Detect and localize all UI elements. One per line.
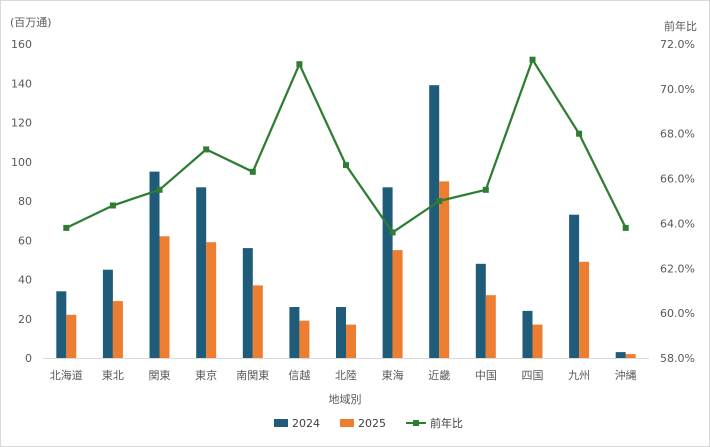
- bar-2024-近畿: [429, 85, 440, 358]
- x-tick-label: 北海道: [50, 368, 83, 382]
- x-axis-title: 地域別: [329, 393, 362, 406]
- bar-2025-東海: [392, 250, 403, 358]
- right-y-tick-label: 66.0%: [660, 173, 695, 186]
- x-tick-label: 東北: [102, 369, 124, 382]
- line-point-東海: [389, 229, 396, 236]
- bar-2025-九州: [579, 261, 590, 358]
- line-point-東北: [109, 202, 116, 209]
- bar-2024-関東: [149, 171, 160, 358]
- legend-label-前年比: 前年比: [430, 416, 463, 430]
- right-axis-title: 前年比: [664, 19, 697, 33]
- right-y-tick-label: 60.0%: [660, 307, 695, 320]
- bar-2025-北陸: [346, 324, 356, 358]
- left-y-tick-label: 80: [18, 195, 32, 208]
- line-point-東京: [203, 146, 210, 153]
- line-point-北陸: [343, 162, 349, 169]
- left-y-tick-label: 140: [11, 77, 32, 90]
- bar-2025-近畿: [439, 181, 450, 358]
- left-y-tick-label: 100: [11, 156, 32, 169]
- bar-2025-東京: [206, 242, 217, 358]
- bar-2024-中国: [475, 263, 486, 358]
- x-tick-label: 近畿: [428, 368, 450, 382]
- x-tick-label: 北陸: [335, 369, 357, 382]
- x-tick-label: 東海: [382, 368, 404, 382]
- bar-2025-信越: [299, 320, 310, 358]
- legend-marker-前年比: [413, 420, 419, 426]
- left-y-tick-label: 20: [18, 313, 32, 326]
- left-y-tick-label: 160: [11, 38, 32, 51]
- x-tick-label: 信越: [288, 368, 310, 382]
- left-y-tick-label: 60: [18, 234, 32, 247]
- right-y-tick-label: 62.0%: [660, 262, 695, 275]
- bar-2024-東海: [382, 187, 393, 358]
- bar-2025-北海道: [66, 314, 77, 358]
- x-tick-label: 東京: [195, 368, 217, 382]
- line-point-信越: [296, 61, 303, 68]
- x-tick-label: 沖縄: [615, 368, 637, 382]
- line-point-九州: [576, 130, 583, 137]
- x-tick-label: 南関東: [236, 369, 269, 382]
- legend-swatch-2025: [340, 419, 354, 427]
- right-y-tick-label: 68.0%: [660, 128, 695, 141]
- line-point-四国: [529, 56, 536, 63]
- bar-2025-東北: [112, 301, 123, 358]
- line-point-北海道: [63, 224, 70, 231]
- bar-2024-四国: [522, 310, 533, 358]
- right-y-tick-label: 64.0%: [660, 217, 695, 230]
- legend: 2024 2025 前年比: [274, 416, 463, 430]
- plot-area: 0 20 40 60 80 100 120 140 160 58.0% 60.0% 62.0% 64.0…: [11, 38, 695, 382]
- line-point-中国: [482, 186, 489, 193]
- bar-2025-沖縄: [625, 354, 636, 358]
- line-point-近畿: [436, 198, 443, 204]
- bar-2025-南関東: [252, 285, 263, 358]
- right-y-tick-label: 72.0%: [660, 38, 695, 51]
- x-tick-label: 中国: [475, 369, 497, 382]
- right-y-tick-label: 70.0%: [660, 83, 695, 96]
- line-point-関東: [156, 186, 163, 193]
- right-y-tick-label: 58.0%: [660, 352, 695, 365]
- bar-2024-東北: [102, 269, 113, 358]
- x-tick-label: 九州: [568, 369, 590, 382]
- legend-label-2024: 2024: [292, 417, 320, 430]
- legend-label-2025: 2025: [358, 417, 386, 430]
- left-y-tick-label: 0: [25, 352, 32, 365]
- bar-2025-中国: [485, 295, 496, 358]
- left-axis-unit-label: (百万通): [10, 16, 52, 29]
- bar-2024-北陸: [336, 307, 346, 358]
- x-tick-label: 関東: [149, 369, 171, 382]
- left-y-tick-label: 40: [18, 274, 32, 287]
- x-tick-label: 四国: [521, 369, 543, 382]
- bar-2024-東京: [196, 187, 207, 358]
- legend-swatch-2024: [274, 419, 288, 427]
- bar-2024-九州: [569, 214, 580, 358]
- left-y-tick-label: 120: [11, 117, 32, 130]
- line-point-南関東: [249, 168, 256, 175]
- bar-2024-北海道: [56, 291, 67, 358]
- bar-2025-関東: [159, 236, 170, 358]
- bar-2024-南関東: [242, 248, 253, 358]
- bar-2025-四国: [532, 324, 543, 358]
- line-point-沖縄: [622, 224, 629, 231]
- bar-2024-沖縄: [615, 352, 626, 358]
- bar-2024-信越: [289, 307, 300, 358]
